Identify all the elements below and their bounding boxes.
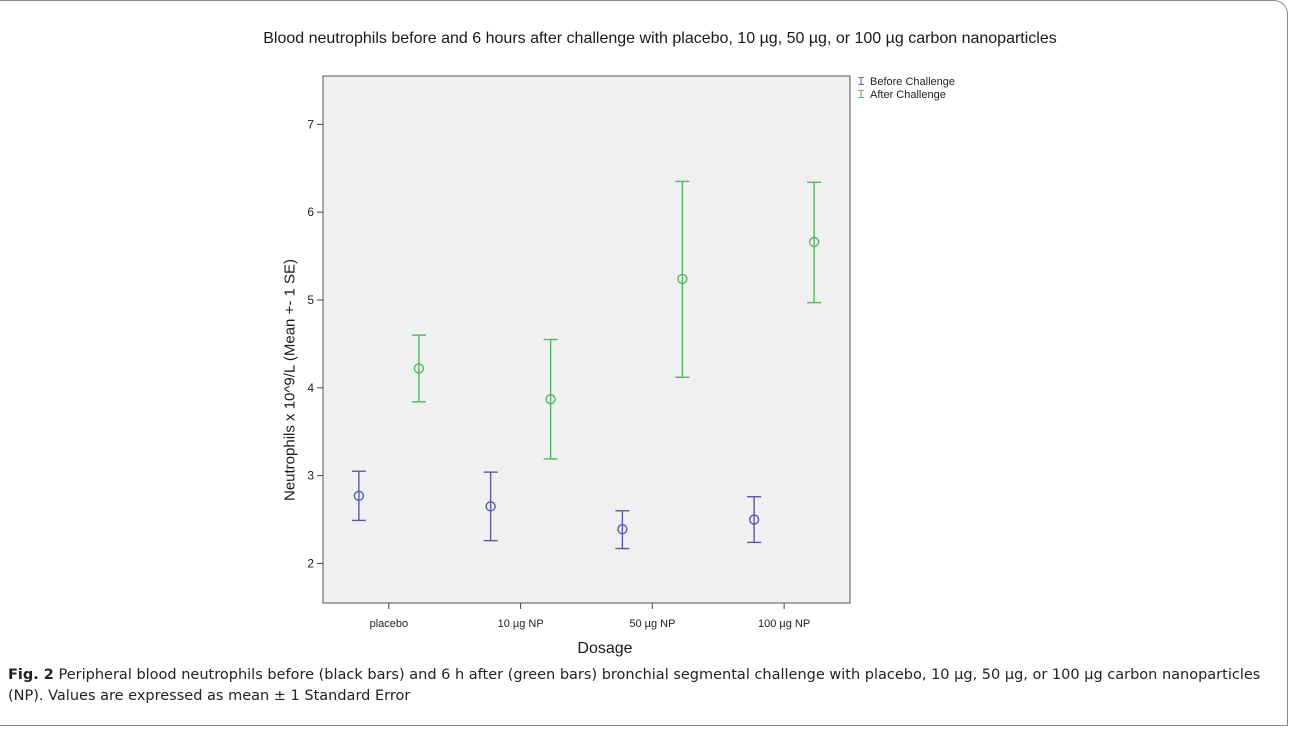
mean-point — [748, 514, 760, 525]
series-before-challenge — [351, 470, 762, 550]
y-axis: 2 3 4 5 6 7 — [307, 117, 323, 570]
mean-point — [413, 363, 425, 374]
y-axis-label: Neutrophils x 10^9/L (Mean +- 1 SE) — [281, 258, 299, 502]
y-tick-label: 7 — [307, 117, 314, 131]
legend-item-after: Ɪ After Challenge — [856, 88, 955, 102]
mean-point — [353, 490, 365, 502]
chart-marks — [351, 180, 822, 550]
chart-title: Blood neutrophils before and 6 hours aft… — [263, 30, 1057, 47]
legend-item-before: Ɪ Before Challenge — [856, 75, 956, 89]
y-tick-label: 4 — [307, 381, 314, 395]
mean-point — [808, 236, 820, 248]
legend-label-before: Before Challenge — [870, 76, 956, 88]
x-axis: placebo 10 µg NP 50 µg NP 100 µg NP — [370, 603, 810, 630]
legend-label-after: After Challenge — [870, 89, 946, 101]
y-tick-label: 5 — [307, 293, 314, 307]
y-tick-label: 3 — [307, 469, 314, 483]
legend: Ɪ Before Challenge Ɪ After Challenge — [856, 76, 955, 102]
mean-point — [485, 501, 496, 512]
x-tick-label: 50 µg NP — [629, 618, 675, 630]
figure-caption: Fig. 2 Peripheral blood neutrophils befo… — [8, 665, 1278, 707]
errorbar-icon: Ɪ — [857, 88, 865, 101]
plot-area — [322, 75, 851, 604]
x-tick-label: 100 µg NP — [758, 618, 810, 630]
mean-point — [677, 273, 688, 285]
errorbar-icon: Ɪ — [857, 75, 865, 88]
caption-text: Peripheral blood neutrophils before (bla… — [8, 667, 1261, 704]
mean-point — [617, 524, 628, 535]
caption-label: Fig. 2 — [8, 667, 54, 683]
series-after-challenge — [411, 180, 822, 460]
y-tick-label: 2 — [307, 556, 314, 570]
x-axis-label: Dosage — [577, 640, 633, 657]
mean-point — [545, 394, 556, 405]
x-tick-label: 10 µg NP — [498, 618, 544, 630]
x-tick-label: placebo — [370, 618, 409, 630]
y-tick-label: 6 — [307, 205, 314, 219]
